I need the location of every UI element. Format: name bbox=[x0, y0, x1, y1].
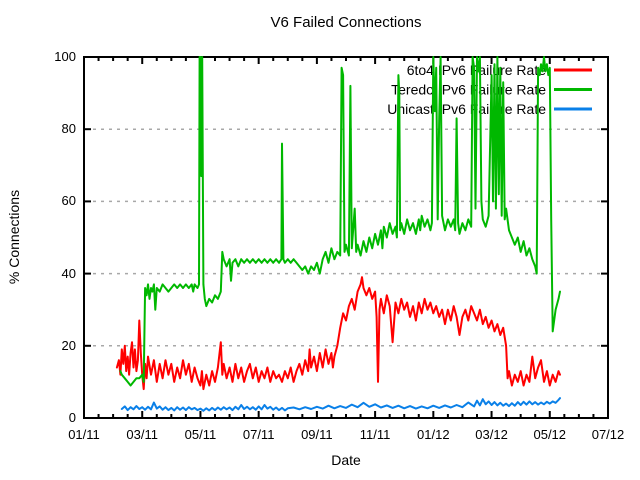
x-tick-label: 07/11 bbox=[242, 427, 275, 442]
legend-labels: 6to4 IPv6 Failure Rate Teredo IPv6 Failu… bbox=[387, 62, 546, 117]
x-tick-label: 03/11 bbox=[126, 427, 158, 442]
y-tick-label: 40 bbox=[61, 265, 76, 281]
y-tick-label: 60 bbox=[61, 193, 76, 209]
x-axis-label: Date bbox=[331, 452, 361, 468]
data-series bbox=[115, 56, 561, 412]
series-line-1 bbox=[119, 56, 561, 387]
y-tick-label: 100 bbox=[54, 49, 76, 64]
chart-title: V6 Failed Connections bbox=[270, 14, 422, 31]
legend-line-samples bbox=[554, 68, 592, 111]
x-tick-label: 05/12 bbox=[533, 427, 567, 442]
gridlines bbox=[85, 128, 607, 347]
axis-ticks bbox=[83, 56, 609, 419]
x-tick-label: 05/11 bbox=[184, 427, 217, 442]
x-tick-label: 09/11 bbox=[301, 427, 333, 442]
y-tick-label: 20 bbox=[61, 337, 76, 353]
legend-label-teredo: Teredo IPv6 Failure Rate bbox=[391, 82, 546, 98]
series-line-0 bbox=[115, 276, 561, 391]
series-line-2 bbox=[120, 397, 561, 412]
x-tick-label: 03/12 bbox=[475, 427, 508, 442]
x-tick-label: 11/11 bbox=[359, 427, 391, 442]
x-tick-label: 01/11 bbox=[68, 427, 100, 442]
y-tick-label: 0 bbox=[68, 410, 76, 425]
legend-label-unicast: Unicast IPv6 Failure Rate bbox=[387, 101, 546, 117]
x-tick-label: 07/12 bbox=[591, 427, 625, 442]
y-tick-label: 80 bbox=[61, 121, 76, 137]
x-tick-label: 01/12 bbox=[417, 427, 450, 442]
